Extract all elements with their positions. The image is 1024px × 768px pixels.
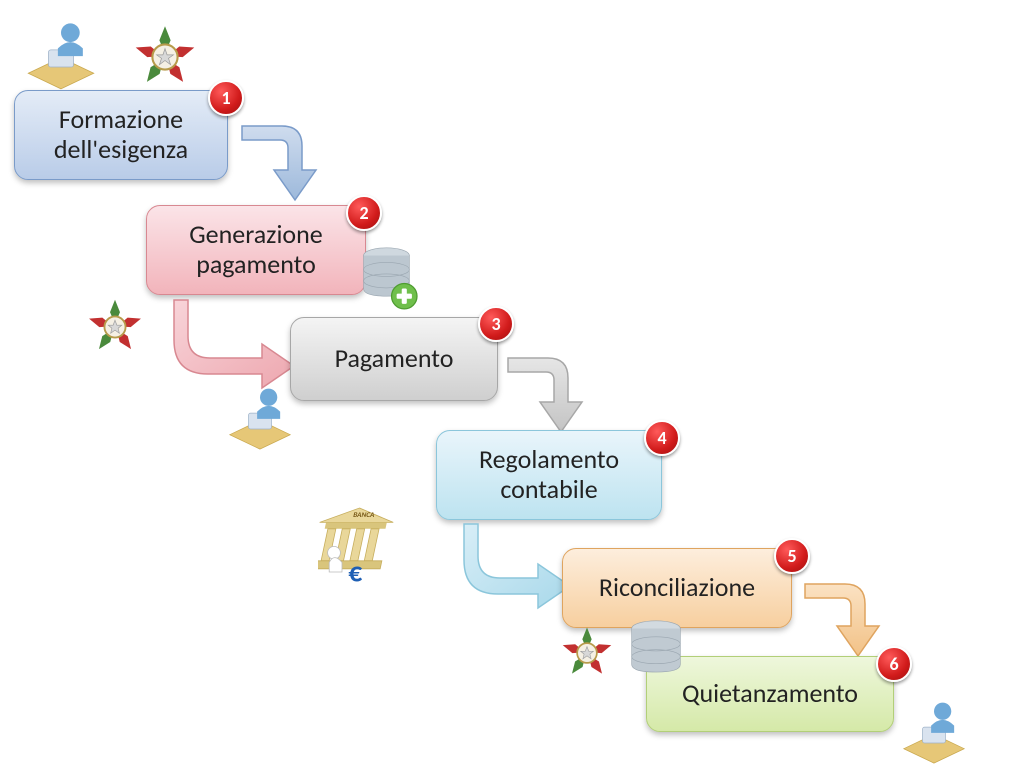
arrow-1-2 [232,108,332,208]
step-regolamento: Regolamento contabile [436,430,662,520]
step-label: Generazione pagamento [189,220,322,280]
emblem-icon [84,296,146,358]
bank-icon: BANCA € [318,500,414,596]
database-plus-icon [356,244,422,314]
badge-number: 3 [491,313,500,335]
badge-number: 6 [889,653,898,675]
database-icon [624,616,688,682]
svg-text:BANCA: BANCA [352,510,376,519]
flowchart-stage: Formazione dell'esigenza 1 Generazione p… [0,0,1024,768]
arrow-4-5 [458,520,578,620]
step-badge-4: 4 [644,420,680,456]
step-label: Regolamento contabile [479,445,619,505]
step-formazione: Formazione dell'esigenza [14,90,228,180]
step-label: Pagamento [335,344,454,374]
emblem-icon [130,22,200,92]
step-badge-3: 3 [478,306,514,342]
step-label: Quietanzamento [682,679,858,709]
step-label: Formazione dell'esigenza [54,105,188,165]
badge-number: 1 [221,87,230,109]
user-icon [898,694,970,766]
user-icon [22,14,100,92]
step-badge-2: 2 [346,195,382,231]
badge-number: 4 [657,427,666,449]
step-pagamento: Pagamento [290,317,498,401]
emblem-icon [558,624,616,682]
user-icon [224,380,296,452]
step-badge-6: 6 [876,646,912,682]
badge-number: 5 [787,545,796,567]
badge-number: 2 [359,202,368,224]
svg-text:€: € [348,557,362,590]
step-generazione: Generazione pagamento [146,205,366,295]
arrow-3-4 [498,340,598,440]
step-label: Riconciliazione [599,573,755,603]
